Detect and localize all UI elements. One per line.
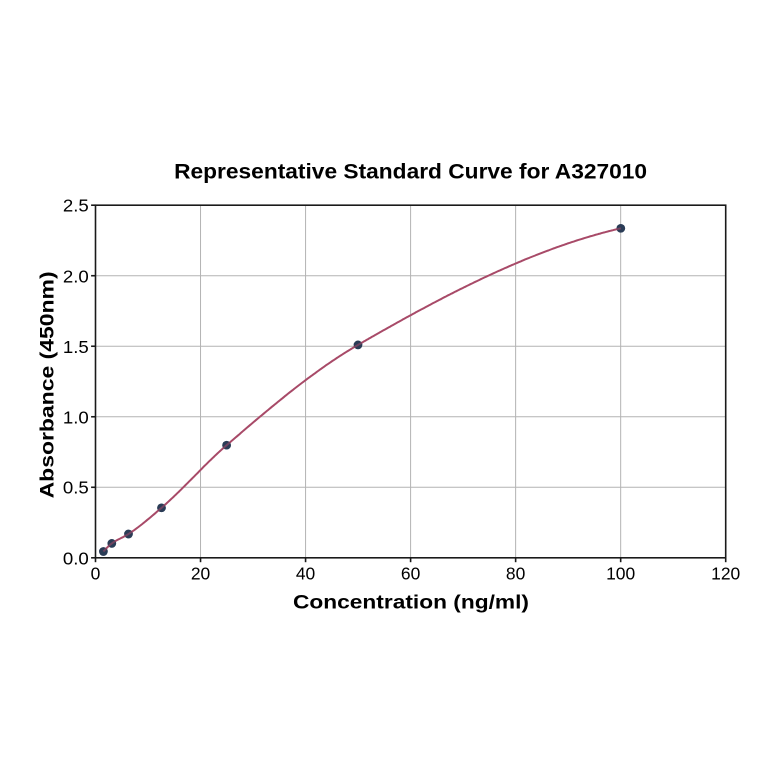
- svg-text:60: 60: [401, 563, 420, 583]
- svg-text:20: 20: [191, 563, 210, 583]
- svg-text:1.5: 1.5: [63, 337, 89, 357]
- svg-text:40: 40: [296, 563, 315, 583]
- svg-text:2.5: 2.5: [63, 196, 89, 216]
- svg-text:120: 120: [711, 563, 740, 583]
- svg-text:100: 100: [606, 563, 635, 583]
- svg-text:80: 80: [506, 563, 525, 583]
- svg-text:2.0: 2.0: [63, 267, 89, 287]
- svg-text:0.0: 0.0: [63, 549, 89, 569]
- svg-text:Absorbance (450nm): Absorbance (450nm): [37, 271, 59, 498]
- svg-text:1.0: 1.0: [63, 408, 89, 428]
- svg-text:0: 0: [91, 563, 101, 583]
- svg-text:0.5: 0.5: [63, 478, 89, 498]
- svg-text:Representative Standard Curve: Representative Standard Curve for A32701…: [174, 159, 647, 184]
- svg-text:Concentration (ng/ml): Concentration (ng/ml): [293, 592, 529, 614]
